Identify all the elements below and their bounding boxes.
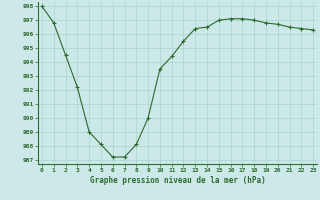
X-axis label: Graphe pression niveau de la mer (hPa): Graphe pression niveau de la mer (hPa) [90,176,266,185]
